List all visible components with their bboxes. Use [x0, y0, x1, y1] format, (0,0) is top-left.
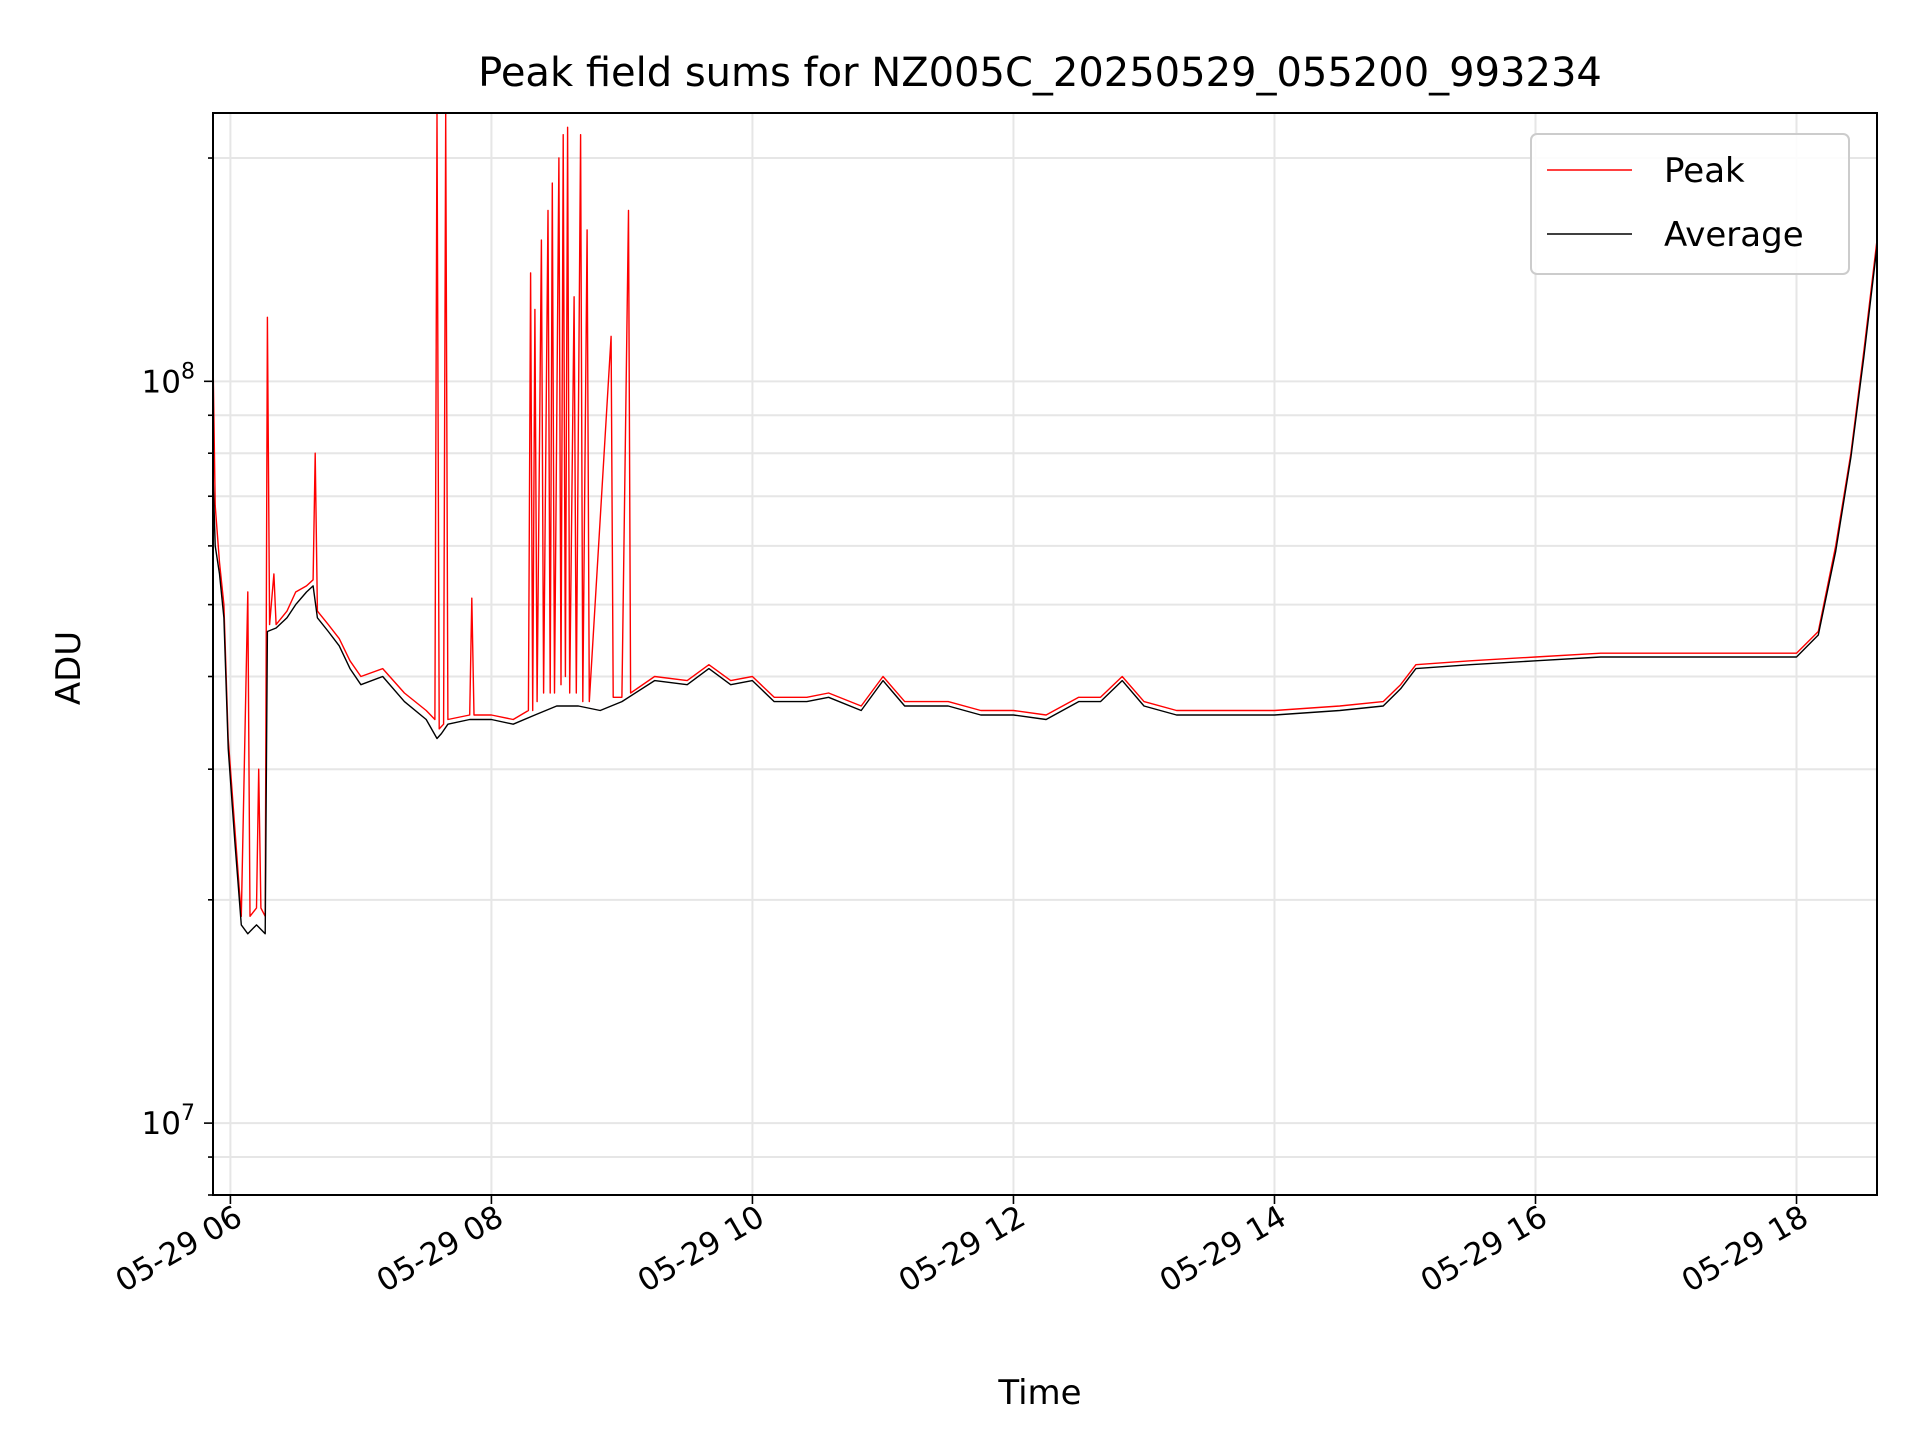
legend-box — [1530, 133, 1850, 275]
y-tick-label-base: 10 — [142, 364, 181, 400]
x-axis-label: Time — [997, 1373, 1081, 1413]
series-line-peak — [212, 112, 1878, 917]
series-lines — [212, 112, 1878, 935]
legend: Peak Average — [1530, 133, 1850, 275]
series-line-average — [212, 246, 1878, 935]
axes-frame — [212, 112, 1878, 1196]
legend-label-average: Average — [1664, 215, 1804, 255]
y-tick-label-base: 10 — [142, 1106, 181, 1142]
y-axis-label: ADU — [49, 631, 89, 705]
gridlines — [213, 113, 1877, 1196]
y-tick-label-exponent: 8 — [181, 359, 195, 384]
chart-title: Peak field sums for NZ005C_20250529_0552… — [478, 50, 1602, 96]
legend-label-peak: Peak — [1664, 151, 1745, 191]
y-tick-label: 108 — [142, 359, 195, 400]
y-tick-label: 107 — [142, 1101, 195, 1142]
y-tick-label-exponent: 7 — [181, 1101, 195, 1126]
